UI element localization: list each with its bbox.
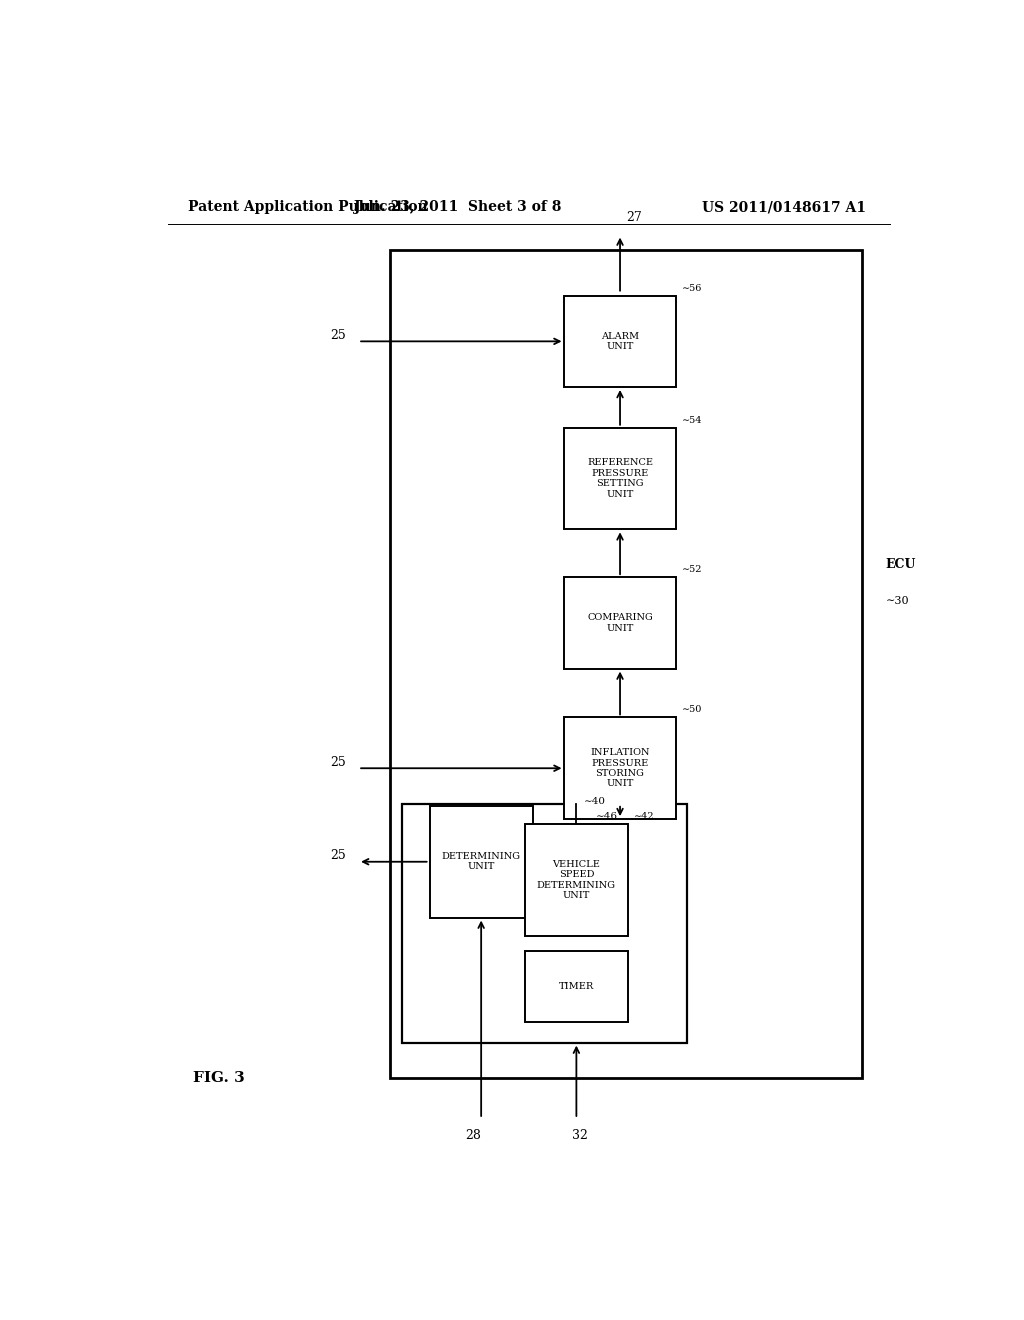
Text: 32: 32: [572, 1129, 589, 1142]
Text: ∼40: ∼40: [585, 797, 606, 805]
Text: TIMER: TIMER: [559, 982, 594, 991]
Text: FIG. 3: FIG. 3: [194, 1072, 245, 1085]
Text: 25: 25: [331, 755, 346, 768]
Text: INFLATION
PRESSURE
STORING
UNIT: INFLATION PRESSURE STORING UNIT: [590, 748, 650, 788]
Text: ∼46: ∼46: [596, 812, 618, 821]
Bar: [524, 824, 628, 936]
Text: 27: 27: [627, 211, 642, 224]
Bar: [564, 428, 676, 529]
Text: ALARM
UNIT: ALARM UNIT: [601, 331, 639, 351]
Text: 25: 25: [331, 329, 346, 342]
Text: ∼52: ∼52: [682, 565, 702, 574]
Text: US 2011/0148617 A1: US 2011/0148617 A1: [702, 201, 866, 214]
Text: COMPARING
UNIT: COMPARING UNIT: [587, 614, 653, 632]
Bar: [430, 805, 532, 917]
Bar: [564, 577, 676, 669]
Text: Jun. 23, 2011  Sheet 3 of 8: Jun. 23, 2011 Sheet 3 of 8: [353, 201, 561, 214]
Bar: [564, 718, 676, 818]
Text: DETERMINING
UNIT: DETERMINING UNIT: [441, 851, 520, 871]
Bar: [524, 952, 628, 1022]
Text: VEHICLE
SPEED
DETERMINING
UNIT: VEHICLE SPEED DETERMINING UNIT: [537, 859, 615, 900]
Text: Patent Application Publication: Patent Application Publication: [187, 201, 427, 214]
Bar: [564, 296, 676, 387]
Text: ∼30: ∼30: [886, 595, 909, 606]
Text: 28: 28: [465, 1129, 481, 1142]
Text: ∼42: ∼42: [634, 812, 655, 821]
Text: ∼56: ∼56: [682, 284, 702, 293]
Text: REFERENCE
PRESSURE
SETTING
UNIT: REFERENCE PRESSURE SETTING UNIT: [587, 458, 653, 499]
Bar: [390, 249, 862, 1078]
Bar: [401, 804, 687, 1043]
Text: ∼50: ∼50: [682, 705, 702, 714]
Text: ECU: ECU: [886, 558, 916, 572]
Text: ∼54: ∼54: [682, 416, 702, 425]
Text: 25: 25: [331, 849, 346, 862]
